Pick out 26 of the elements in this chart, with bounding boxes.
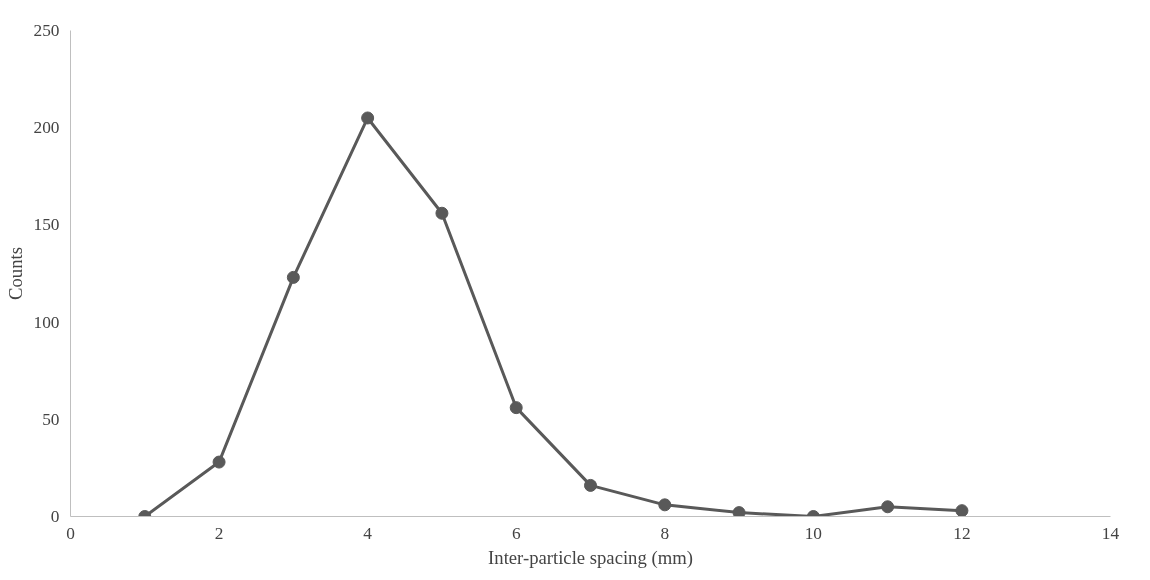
point bbox=[955, 504, 969, 517]
point bbox=[881, 500, 895, 514]
y-tick-label: 150 bbox=[33, 215, 60, 235]
point bbox=[361, 111, 375, 125]
x-tick-label: 10 bbox=[804, 523, 823, 543]
x-tick-label: 8 bbox=[660, 523, 670, 543]
point bbox=[732, 506, 746, 517]
y-axis-title: Counts bbox=[4, 247, 26, 300]
y-tick-label: 200 bbox=[33, 118, 60, 138]
y-tick-label: 50 bbox=[42, 409, 60, 429]
x-tick-label: 12 bbox=[953, 523, 971, 543]
x-tick-label: 6 bbox=[511, 523, 521, 543]
point bbox=[435, 206, 449, 220]
point bbox=[658, 498, 672, 512]
y-tick-label: 250 bbox=[33, 21, 60, 40]
point bbox=[584, 478, 597, 492]
y-tick-label: 0 bbox=[50, 507, 60, 526]
y-tick-label: 100 bbox=[33, 312, 60, 332]
x-tick-label: 0 bbox=[66, 523, 75, 543]
point bbox=[509, 401, 523, 415]
point bbox=[286, 270, 300, 284]
x-tick-label: 14 bbox=[1101, 523, 1120, 543]
point bbox=[212, 455, 226, 469]
x-tick-label: 2 bbox=[214, 523, 224, 543]
x-tick-label: 4 bbox=[363, 523, 373, 543]
x-axis-title: Inter-particle spacing (mm) bbox=[488, 546, 693, 569]
